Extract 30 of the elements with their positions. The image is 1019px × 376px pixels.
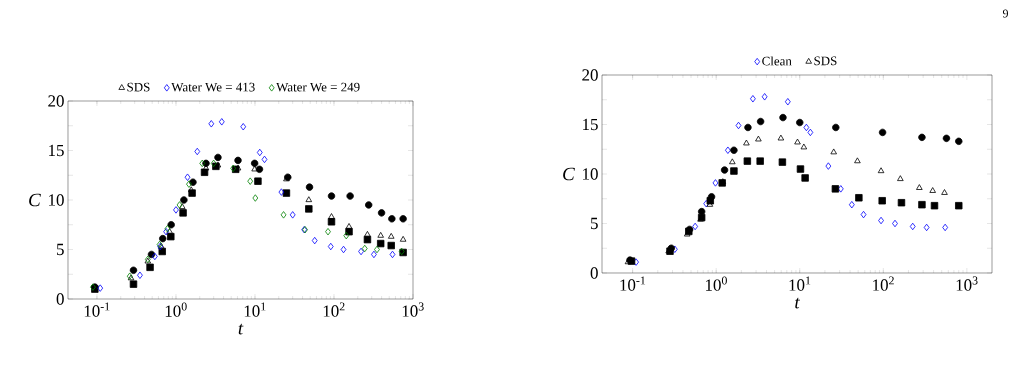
x-tick-label: 10$^{2}$	[873, 276, 894, 291]
x-tick-label: 10$^{3}$	[956, 276, 978, 291]
x-tick-label: 10$^{0}$	[705, 276, 727, 291]
x-tick-label: 10$^{2}$	[323, 302, 345, 317]
x-tick-label: 10$^{0}$	[165, 302, 187, 317]
y-tick-label: 0	[56, 293, 64, 305]
x-axis-title: t	[795, 297, 801, 309]
legend-label: Water We = 413	[171, 82, 255, 92]
y-tick-label: 20	[582, 69, 598, 81]
legend-label: Clean	[762, 56, 792, 66]
y-tick-label: 15	[583, 118, 598, 131]
x-axis-title: t	[238, 323, 244, 335]
y-tick-label: 20	[48, 95, 64, 107]
text: 9	[1002, 9, 1008, 18]
y-tick-label: 10	[49, 194, 64, 206]
y-tick-label: 5	[57, 243, 64, 256]
x-tick-label: 10$^{1}$	[244, 302, 266, 317]
y-axis-title: C	[29, 193, 41, 207]
legend-label: SDS	[127, 82, 150, 92]
y-tick-label: 5	[591, 217, 598, 230]
x-tick-label: 10$^{-1}$	[620, 276, 646, 291]
y-tick-label: 0	[590, 267, 598, 279]
y-axis-title: C	[563, 167, 575, 181]
x-tick-label: 10$^{-1}$	[84, 302, 110, 317]
y-tick-label: 10	[583, 168, 598, 180]
y-tick-label: 15	[49, 144, 64, 157]
x-tick-label: 10$^{3}$	[402, 302, 424, 317]
legend-label: SDS	[814, 56, 837, 66]
legend-label: Water We = 249	[276, 82, 360, 92]
x-tick-label: 10$^{1}$	[789, 276, 811, 291]
